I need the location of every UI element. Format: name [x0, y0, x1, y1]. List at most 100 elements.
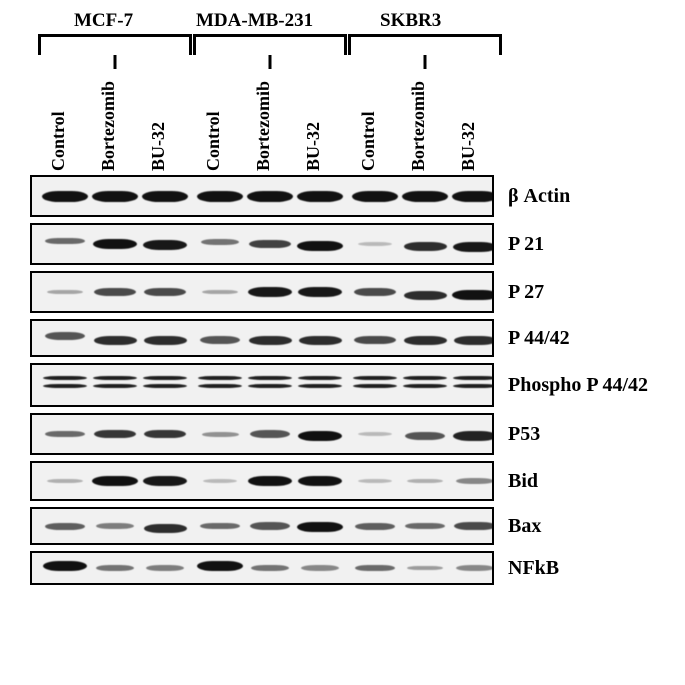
- lane-label: BU-32: [148, 122, 169, 171]
- lane-label: Control: [358, 111, 379, 171]
- band: [298, 384, 342, 388]
- band: [453, 384, 494, 388]
- gel-strip: [30, 413, 494, 455]
- blot-row: NFkB: [30, 551, 660, 585]
- band: [198, 384, 242, 388]
- gel-strip: [30, 461, 494, 501]
- band: [248, 476, 293, 486]
- band: [144, 336, 187, 345]
- lane-label: Control: [48, 111, 69, 171]
- lane-label: BU-32: [458, 122, 479, 171]
- band: [45, 523, 85, 530]
- band: [202, 432, 239, 437]
- gel-strip: [30, 551, 494, 585]
- band: [146, 565, 184, 571]
- cell-line-label-mcf7: MCF-7: [74, 10, 133, 32]
- band: [358, 242, 393, 245]
- gel-strip: [30, 363, 494, 407]
- protein-label: Bid: [508, 470, 538, 493]
- band: [249, 336, 292, 345]
- band: [454, 336, 495, 345]
- protein-label: P53: [508, 423, 540, 446]
- gel-strip: [30, 271, 494, 313]
- cell-line-label-skbr3: SKBR3: [380, 10, 441, 32]
- band: [250, 430, 291, 437]
- band: [454, 522, 494, 530]
- band: [298, 431, 343, 441]
- band: [94, 336, 137, 345]
- band: [47, 479, 82, 483]
- blot-row: Phospho P 44/42: [30, 363, 660, 407]
- band: [143, 476, 187, 486]
- band: [354, 288, 395, 296]
- band: [200, 336, 241, 343]
- band: [247, 191, 293, 202]
- band: [43, 384, 87, 388]
- protein-label: Phospho P 44/42: [508, 374, 648, 397]
- band: [96, 565, 135, 571]
- band: [405, 432, 446, 439]
- blot-row: Bid: [30, 461, 660, 501]
- band: [407, 566, 443, 571]
- band: [358, 432, 393, 435]
- band: [248, 287, 292, 297]
- band: [45, 332, 86, 339]
- band: [47, 290, 83, 294]
- band: [144, 288, 185, 296]
- cell-line-label-mdamb231: MDA-MB-231: [196, 10, 313, 32]
- cell-line-header: MCF-7 MDA-MB-231 SKBR3: [30, 10, 660, 65]
- band: [354, 336, 395, 344]
- blot-row: P53: [30, 413, 660, 455]
- band: [198, 376, 242, 380]
- blot-rows: β ActinP 21P 27P 44/42Phospho P 44/42P53…: [30, 175, 660, 585]
- band: [298, 376, 342, 380]
- band: [456, 565, 494, 570]
- band: [452, 290, 494, 301]
- band: [301, 565, 339, 570]
- band: [92, 476, 137, 487]
- gel-strip: [30, 507, 494, 545]
- band: [201, 239, 240, 245]
- band: [456, 478, 494, 483]
- protein-label: Bax: [508, 515, 541, 538]
- band: [93, 239, 138, 249]
- band: [249, 240, 291, 248]
- band: [45, 238, 84, 245]
- western-blot-figure: MCF-7 MDA-MB-231 SKBR3 Control Bortezomib…: [30, 10, 660, 591]
- protein-label: NFkB: [508, 557, 559, 580]
- band: [144, 430, 186, 439]
- band: [197, 561, 242, 572]
- lane-label: BU-32: [303, 122, 324, 171]
- bracket-mdamb231: [193, 34, 347, 55]
- lane-label: Bortezomib: [253, 81, 274, 171]
- bracket-mcf7: [38, 34, 192, 55]
- band: [200, 523, 239, 530]
- lane-label: Bortezomib: [98, 81, 119, 171]
- band: [143, 384, 187, 388]
- band: [407, 479, 442, 483]
- protein-label: P 44/42: [508, 327, 570, 350]
- gel-strip: [30, 223, 494, 265]
- band: [403, 384, 447, 388]
- band: [355, 565, 394, 572]
- band: [42, 191, 88, 202]
- band: [452, 191, 494, 202]
- blot-row: β Actin: [30, 175, 660, 217]
- band: [93, 384, 137, 388]
- band: [453, 431, 494, 440]
- band: [143, 376, 187, 380]
- bracket-skbr3: [348, 34, 502, 55]
- band: [298, 287, 342, 297]
- band: [404, 336, 447, 345]
- band: [203, 479, 238, 482]
- band: [96, 523, 134, 529]
- band: [298, 476, 343, 486]
- band: [353, 384, 397, 388]
- lane-label: Bortezomib: [408, 81, 429, 171]
- blot-row: P 44/42: [30, 319, 660, 357]
- protein-label: P 21: [508, 233, 544, 256]
- band: [45, 431, 84, 438]
- band: [404, 291, 447, 300]
- band: [299, 336, 342, 345]
- lane-labels: Control Bortezomib BU-32 Control Bortezomib B…: [30, 65, 660, 175]
